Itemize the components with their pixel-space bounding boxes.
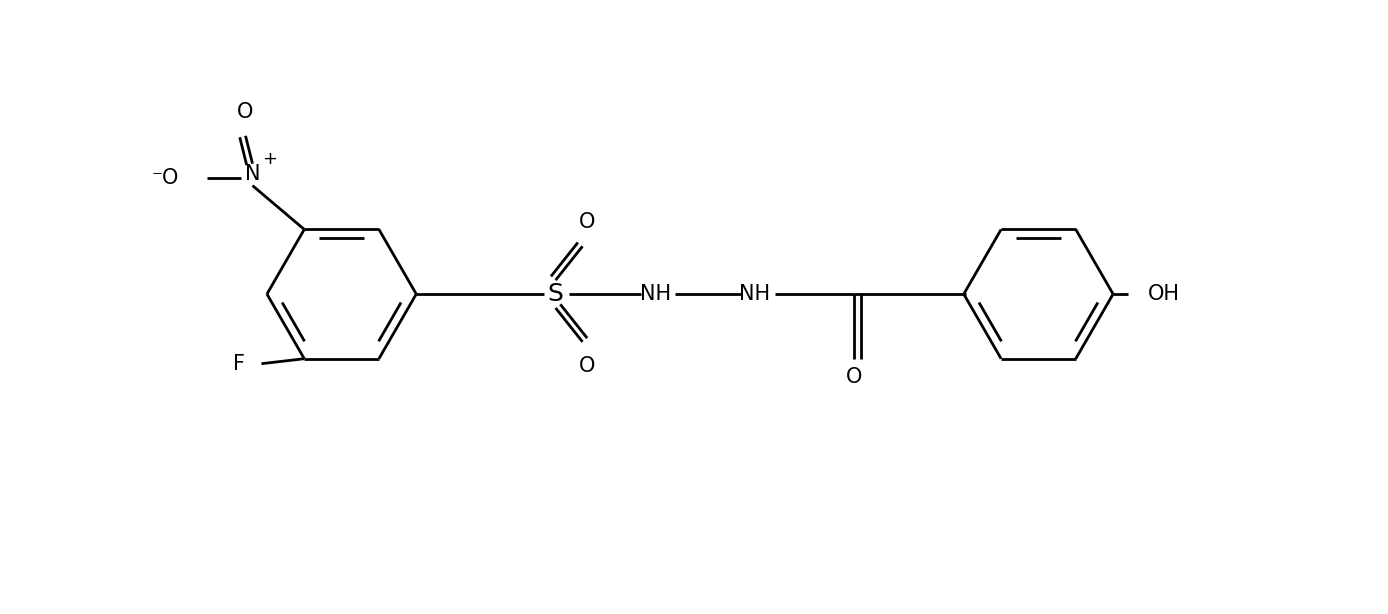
Text: O: O [847, 367, 862, 387]
Text: NH: NH [740, 284, 770, 304]
Text: S: S [548, 282, 564, 306]
Text: O: O [237, 102, 254, 122]
Text: ⁻O: ⁻O [151, 168, 179, 188]
Text: O: O [579, 212, 595, 232]
Text: O: O [579, 356, 595, 376]
Text: OH: OH [1148, 284, 1180, 304]
Text: +: + [262, 150, 278, 168]
Text: N: N [244, 163, 261, 184]
Text: F: F [233, 354, 244, 374]
Text: NH: NH [640, 284, 670, 304]
